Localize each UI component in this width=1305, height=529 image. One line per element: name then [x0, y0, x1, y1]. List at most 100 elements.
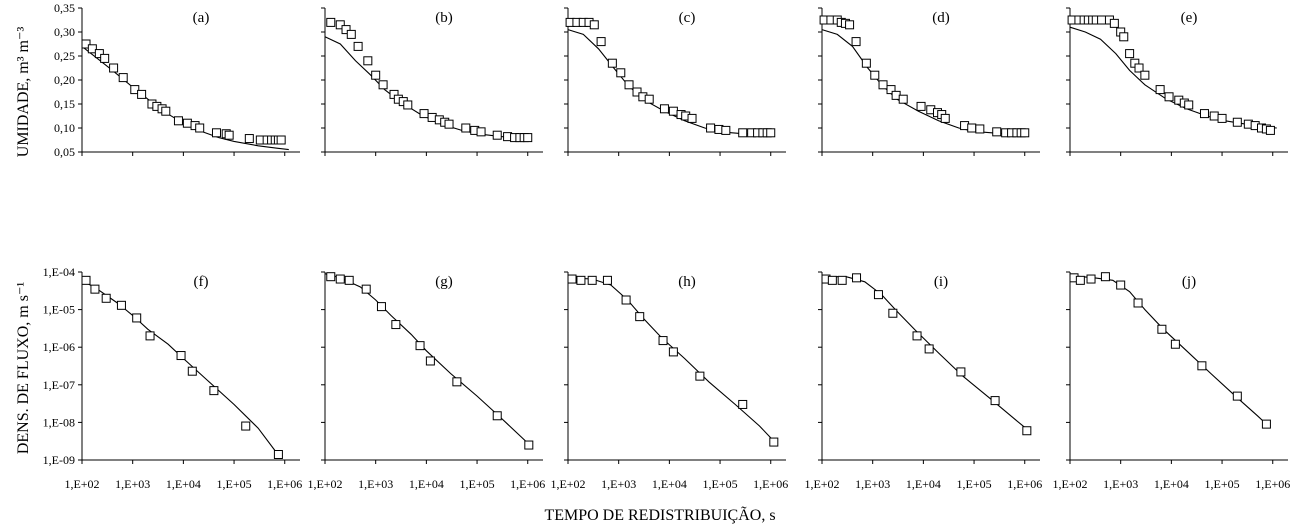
observed-point — [827, 275, 837, 285]
observed-point — [706, 123, 716, 133]
x-tick-label: 1,E+04 — [1154, 477, 1189, 491]
observed-point — [940, 113, 950, 123]
y-tick-label: 1,E-08 — [43, 415, 75, 429]
y-tick-label: 1,E-07 — [43, 378, 75, 392]
observed-point — [81, 275, 91, 285]
x-tick-label: 1,E+03 — [601, 477, 636, 491]
y-tick-label: 0,30 — [54, 25, 75, 39]
x-tick-label: 1,E+03 — [115, 477, 150, 491]
x-tick-label: 1,E+02 — [64, 477, 99, 491]
observed-point — [378, 80, 388, 90]
simulated-line — [567, 277, 776, 443]
observed-point — [956, 367, 966, 377]
observed-point — [335, 274, 345, 284]
panel-d: (d) — [818, 7, 1040, 156]
observed-point — [326, 272, 336, 282]
observed-point — [992, 127, 1002, 137]
observed-point — [371, 70, 381, 80]
observed-point — [861, 58, 871, 68]
observed-point — [990, 396, 1000, 406]
panel-label: (e) — [1181, 10, 1198, 26]
observed-point — [845, 20, 855, 30]
panel-e: (e) — [1066, 7, 1288, 156]
observed-point — [363, 56, 373, 66]
observed-point — [1232, 117, 1242, 127]
observed-point — [176, 351, 186, 361]
y-tick-label: 0,15 — [54, 97, 75, 111]
observed-point — [130, 85, 140, 95]
panel-label: (d) — [932, 10, 950, 26]
panel-j: 1,E+02 1,E+03 1,E+04 1,E+05 1,E+06 (j) — [1052, 271, 1290, 491]
x-tick-label: 1,E+05 — [1205, 477, 1240, 491]
panel-c: (c) — [564, 7, 786, 156]
observed-point — [209, 386, 219, 396]
observed-point — [576, 275, 586, 285]
observed-point — [589, 20, 599, 30]
observed-point — [668, 106, 678, 116]
observed-point — [851, 37, 861, 47]
observed-point — [766, 128, 776, 138]
panel-label: (h) — [678, 274, 696, 290]
x-tick-label: 1,E+02 — [1052, 477, 1087, 491]
simulated-line — [81, 45, 289, 151]
observed-point — [145, 331, 155, 341]
observed-point — [738, 128, 748, 138]
panel-label: (i) — [934, 274, 948, 290]
observed-point — [452, 377, 462, 387]
observed-point — [415, 341, 425, 351]
observed-point — [1199, 109, 1209, 119]
observed-point — [607, 58, 617, 68]
simulated-line — [1069, 275, 1267, 425]
observed-point — [1097, 15, 1107, 25]
observed-point — [967, 123, 977, 133]
y-tick-label: 1,E-04 — [43, 265, 75, 279]
y-tick-label: 0,10 — [54, 121, 75, 135]
observed-point — [695, 371, 705, 381]
observed-point — [90, 284, 100, 294]
observed-point — [1217, 113, 1227, 123]
observed-point — [1197, 361, 1207, 371]
simulated-line — [81, 279, 281, 458]
x-tick-label: 1,E+02 — [307, 477, 342, 491]
observed-point — [1232, 391, 1242, 401]
y-tick-label: 1,E-09 — [43, 453, 75, 467]
observed-point — [1164, 92, 1174, 102]
panel-a: 0,35 0,30 0,25 0,20 0,15 0,10 0,05 (a) — [54, 1, 300, 159]
observed-point — [132, 313, 142, 323]
observed-point — [873, 290, 883, 300]
observed-point — [391, 320, 401, 330]
observed-point — [341, 25, 351, 35]
observed-point — [658, 336, 668, 346]
observed-point — [492, 411, 502, 421]
x-tick-label: 1,E+04 — [906, 477, 941, 491]
observed-point — [659, 104, 669, 114]
y-tick-label: 0,35 — [54, 1, 75, 15]
observed-point — [878, 80, 888, 90]
observed-point — [182, 118, 192, 128]
x-tick-label: 1,E+02 — [804, 477, 839, 491]
observed-point — [425, 356, 435, 366]
observed-point — [898, 94, 908, 104]
x-tick-label: 1,E+06 — [1255, 477, 1290, 491]
observed-point — [632, 87, 642, 97]
observed-point — [1209, 111, 1219, 121]
observed-point — [1100, 272, 1110, 282]
observed-point — [1086, 274, 1096, 284]
x-tick-label: 1,E+06 — [1007, 477, 1042, 491]
panel-label: (f) — [194, 274, 209, 290]
observed-point — [116, 300, 126, 310]
observed-point — [444, 119, 454, 129]
observed-point — [224, 130, 234, 140]
observed-point — [109, 63, 119, 73]
observed-point — [602, 275, 612, 285]
panel-label: (j) — [1182, 274, 1196, 290]
observed-point — [738, 399, 748, 409]
observed-point — [635, 312, 645, 322]
simulated-line — [1069, 26, 1277, 129]
x-tick-label: 1,E+03 — [855, 477, 890, 491]
observed-point — [211, 128, 221, 138]
panel-label: (c) — [679, 10, 696, 26]
x-tick-label: 1,E+04 — [652, 477, 687, 491]
panel-h: 1,E+02 1,E+03 1,E+04 1,E+05 1,E+06 (h) — [550, 271, 788, 491]
